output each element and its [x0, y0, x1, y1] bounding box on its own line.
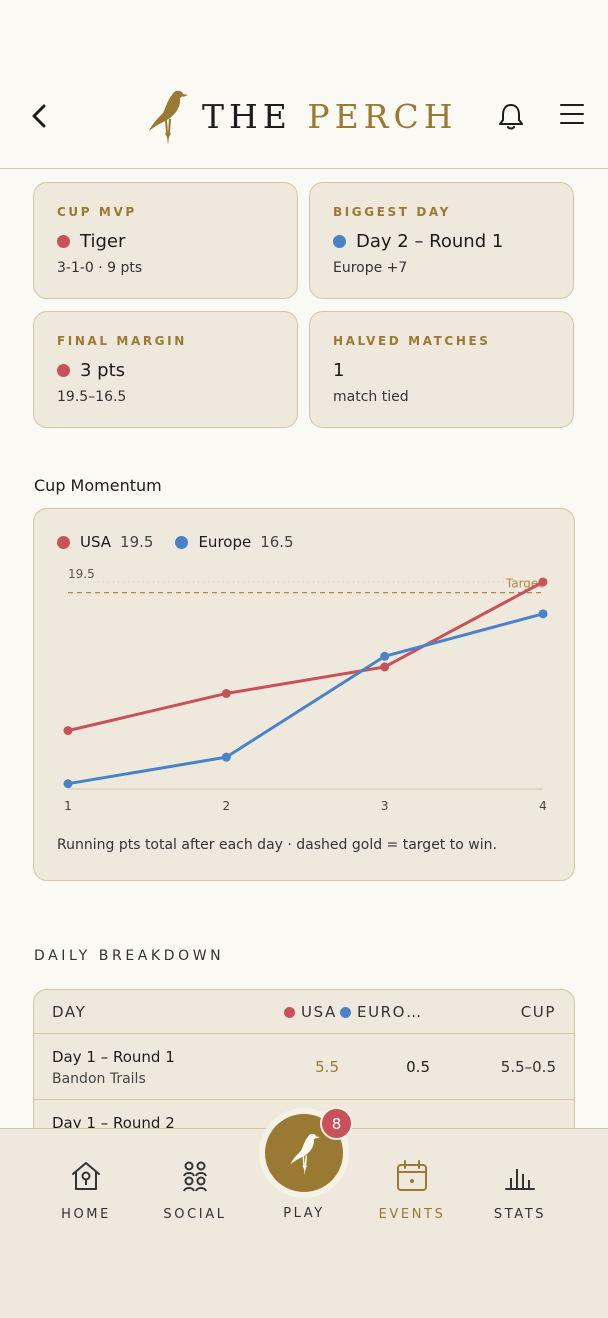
legend-series-total: 16.5: [260, 533, 294, 551]
x-tick-label: 1: [64, 799, 72, 813]
nav-label: STATS: [493, 1207, 547, 1222]
card-subtext: 3-1-0 · 9 pts: [57, 260, 143, 276]
card-subtext: match tied: [333, 389, 409, 405]
column-header-usa[interactable]: USA: [284, 1003, 337, 1021]
usa-legend-dot: [57, 535, 70, 549]
europe-header-dot: [340, 1006, 351, 1018]
usa-team-dot: [57, 364, 70, 377]
legend-series-name: Europe: [198, 533, 252, 551]
column-header-europe-label: EURO…: [357, 1003, 423, 1021]
brand-the: THE: [202, 96, 292, 136]
biggest-day-card[interactable]: BIGGEST DAY Day 2 – Round 1 Europe +7: [309, 182, 574, 299]
europe-legend-dot: [175, 535, 189, 549]
legend-series-name: USA: [80, 533, 112, 551]
calendar-icon: [397, 1160, 427, 1191]
back-chevron-icon[interactable]: [26, 100, 54, 132]
brand-wordmark: THE PERCH: [202, 97, 458, 136]
daily-breakdown-title: DAILY BREAKDOWN: [34, 948, 225, 964]
column-header-usa-label: USA: [301, 1003, 337, 1021]
card-value: Day 2 – Round 1: [333, 231, 573, 252]
reference-label: 19.5: [68, 567, 95, 581]
row-day-name: Day 1 – Round 2: [52, 1114, 175, 1132]
card-value-text: Tiger: [80, 231, 126, 252]
card-value-text: Day 2 – Round 1: [356, 231, 504, 252]
data-point-usa: [221, 688, 231, 698]
people-icon: [183, 1161, 207, 1192]
chart-note: Running pts total after each day · dashe…: [57, 837, 497, 853]
series-line-usa: [66, 580, 545, 733]
birdhouse-icon: [72, 1162, 100, 1190]
card-subtext: Europe +7: [333, 260, 408, 276]
column-header-cup[interactable]: CUP: [520, 1003, 556, 1021]
data-point-usa: [63, 726, 73, 736]
halved-matches-card[interactable]: HALVED MATCHES 1 match tied: [309, 311, 574, 428]
legend-item-europe[interactable]: Europe 16.5: [175, 533, 294, 551]
nav-label: SOCIAL: [163, 1207, 227, 1222]
nav-label: EVENTS: [378, 1207, 446, 1222]
nav-item-stats[interactable]: STATS: [475, 1159, 565, 1222]
nav-label-play: PLAY: [283, 1206, 325, 1221]
row-cup-score: 5.5–0.5: [500, 1058, 556, 1076]
card-label: BIGGEST DAY: [333, 205, 451, 219]
data-point-europe: [538, 609, 548, 619]
row-day-name: Day 1 – Round 1: [52, 1048, 175, 1066]
card-value-text: 3 pts: [80, 360, 126, 381]
x-tick-label: 3: [381, 799, 389, 813]
row-usa-points: 5.5: [315, 1058, 339, 1076]
notification-badge: 8: [320, 1107, 353, 1140]
legend-item-usa[interactable]: USA 19.5: [57, 533, 153, 551]
card-label: CUP MVP: [57, 205, 137, 219]
bird-play-icon: [290, 1133, 320, 1175]
card-value: 1: [333, 360, 573, 381]
column-header-europe[interactable]: EURO…: [340, 1003, 423, 1021]
momentum-chart-card: 19.5 Target 1 2 3 4 USA 19.5 Europe 16.5 Runn…: [33, 508, 575, 881]
data-point-europe: [221, 752, 231, 762]
data-point-europe: [380, 651, 390, 661]
europe-team-dot: [333, 235, 346, 248]
row-europe-points: 0.5: [406, 1058, 430, 1076]
nav-item-events[interactable]: EVENTS: [367, 1159, 457, 1222]
table-header-row: DAY USA EURO… CUP: [34, 990, 574, 1034]
card-value: Tiger: [57, 231, 297, 252]
card-value: 3 pts: [57, 360, 297, 381]
momentum-title: Cup Momentum: [34, 476, 162, 495]
chart-legend: USA 19.5 Europe 16.5: [57, 533, 316, 551]
data-point-europe: [63, 779, 73, 789]
bell-icon[interactable]: [496, 100, 526, 132]
nav-item-social[interactable]: SOCIAL: [150, 1159, 240, 1222]
usa-team-dot: [57, 235, 70, 248]
legend-series-total: 19.5: [120, 533, 154, 551]
row-course: Bandon Trails: [52, 1071, 146, 1087]
x-tick-label: 4: [539, 799, 547, 813]
cup-mvp-card[interactable]: CUP MVP Tiger 3-1-0 · 9 pts: [33, 182, 298, 299]
series-line-europe: [66, 612, 545, 786]
card-subtext: 19.5–16.5: [57, 389, 127, 405]
brand-perch: PERCH: [307, 96, 458, 136]
bird-logo-icon: [149, 90, 188, 145]
data-point-usa: [538, 577, 548, 587]
app-header: THE PERCH: [0, 0, 608, 169]
nav-label: HOME: [61, 1207, 111, 1222]
card-label: HALVED MATCHES: [333, 334, 491, 348]
x-tick-label: 2: [223, 799, 231, 813]
data-point-usa: [380, 662, 390, 672]
brand-logo: THE PERCH: [146, 86, 458, 146]
hamburger-menu-icon[interactable]: [558, 100, 586, 128]
usa-header-dot: [284, 1006, 295, 1018]
bar-chart-icon: [505, 1169, 535, 1190]
column-header-day[interactable]: DAY: [52, 1003, 87, 1021]
card-value-text: 1: [333, 360, 345, 381]
card-label: FINAL MARGIN: [57, 334, 187, 348]
table-row[interactable]: Day 1 – Round 1 Bandon Trails 5.5 0.5 5.…: [34, 1034, 574, 1100]
final-margin-card[interactable]: FINAL MARGIN 3 pts 19.5–16.5: [33, 311, 298, 428]
nav-item-home[interactable]: HOME: [41, 1159, 131, 1222]
